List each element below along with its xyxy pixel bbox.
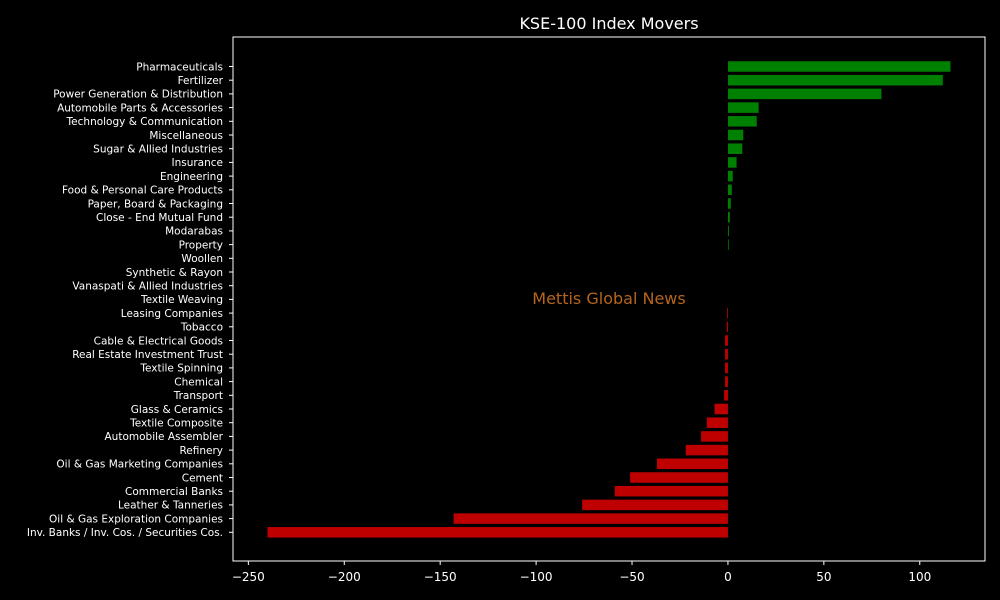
bar [727, 143, 743, 154]
x-tick-label: −200 [328, 570, 361, 584]
category-label: Oil & Gas Exploration Companies [49, 513, 223, 525]
category-label: Automobile Parts & Accessories [57, 102, 223, 114]
category-label: Technology & Communication [66, 116, 223, 128]
watermark-text: Mettis Global News [532, 289, 685, 308]
category-label: Inv. Banks / Inv. Cos. / Securities Cos. [27, 527, 223, 539]
category-label: Fertilizer [178, 75, 224, 87]
category-label: Property [179, 239, 223, 251]
x-tick-label: −150 [424, 570, 457, 584]
bar [685, 444, 728, 456]
category-label: Refinery [179, 445, 223, 457]
bar [614, 485, 728, 497]
bar [727, 184, 732, 196]
bar [727, 157, 737, 168]
x-ticks-group: −250 −200 −150 −100 −50 0 50 100 [232, 561, 931, 584]
category-label: Transport [173, 390, 223, 402]
category-label: Automobile Assembler [105, 431, 224, 443]
bar [727, 225, 729, 237]
bar [725, 335, 728, 346]
category-label: Paper, Board & Packaging [88, 198, 223, 210]
bars-group [267, 61, 951, 538]
bar [726, 321, 728, 333]
category-label: Textile Composite [129, 418, 223, 430]
bar [714, 403, 728, 415]
category-label: Power Generation & Distribution [53, 89, 223, 101]
plot-frame [232, 36, 986, 562]
category-label: Close - End Mutual Fund [96, 212, 223, 224]
category-label: Leather & Tanneries [118, 500, 223, 512]
category-label: Textile Spinning [139, 363, 223, 375]
category-label: Real Estate Investment Trust [72, 349, 223, 361]
bar [727, 239, 729, 250]
category-label: Miscellaneous [149, 130, 223, 142]
category-label: Sugar & Allied Industries [93, 144, 223, 156]
bar [727, 129, 744, 141]
bar [727, 211, 730, 223]
x-tick-label: −250 [232, 570, 265, 584]
category-labels-group: Pharmaceuticals Fertilizer Power Generatio… [27, 61, 233, 539]
category-label: Synthetic & Rayon [126, 267, 223, 279]
bar [727, 88, 882, 100]
bar [727, 116, 757, 127]
chart-title: KSE-100 Index Movers [519, 14, 698, 33]
bar [706, 417, 728, 428]
bar [725, 362, 728, 374]
category-label: Chemical [174, 376, 223, 388]
category-label: Textile Weaving [140, 294, 223, 306]
bar [701, 431, 728, 442]
bar [727, 198, 731, 209]
category-label: Cable & Electrical Goods [94, 335, 223, 347]
category-label: Food & Personal Care Products [62, 185, 223, 197]
category-label: Oil & Gas Marketing Companies [56, 459, 223, 471]
category-label: Pharmaceuticals [136, 61, 223, 73]
bar [725, 376, 728, 387]
bar [267, 527, 728, 538]
bar [727, 61, 951, 72]
bar [453, 513, 728, 524]
bar [727, 102, 759, 113]
bar [725, 348, 728, 360]
bar [630, 472, 728, 483]
x-tick-label: 0 [724, 570, 732, 584]
category-label: Insurance [171, 157, 223, 169]
category-label: Tobacco [180, 322, 223, 334]
category-label: Vanaspati & Allied Industries [72, 281, 223, 293]
x-tick-label: −50 [619, 570, 644, 584]
bar [656, 458, 728, 470]
category-label: Cement [182, 472, 223, 484]
bar [727, 170, 733, 182]
category-label: Woollen [181, 253, 223, 265]
category-label: Engineering [160, 171, 223, 183]
bar [724, 390, 728, 401]
bar [582, 499, 728, 511]
category-label: Commercial Banks [125, 486, 223, 498]
x-tick-label: −100 [520, 570, 553, 584]
bar [727, 307, 728, 319]
x-tick-label: 100 [908, 570, 931, 584]
category-label: Leasing Companies [121, 308, 223, 320]
x-tick-label: 50 [816, 570, 831, 584]
bar [727, 74, 943, 86]
category-label: Modarabas [165, 226, 223, 238]
category-label: Glass & Ceramics [131, 404, 223, 416]
